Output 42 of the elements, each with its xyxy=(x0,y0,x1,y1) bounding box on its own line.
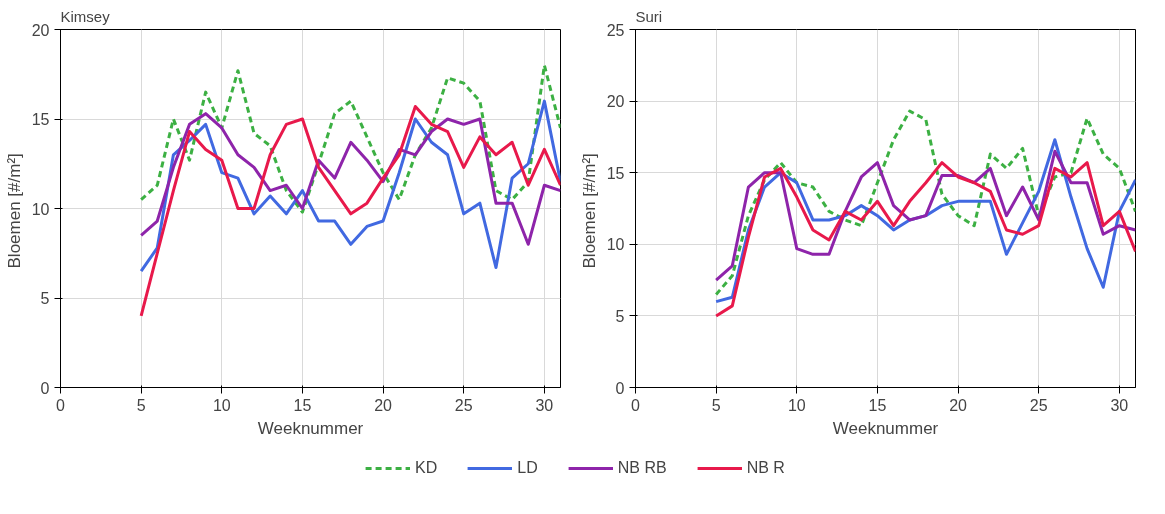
x-tick-label: 10 xyxy=(787,396,806,414)
y-tick-label: 20 xyxy=(31,21,50,39)
y-tick-label: 20 xyxy=(606,93,625,111)
legend-label: NB R xyxy=(746,458,785,477)
line-series xyxy=(714,161,1136,318)
line-series xyxy=(714,109,1136,296)
legend-label: LD xyxy=(517,458,538,477)
x-tick-label: 5 xyxy=(711,396,721,414)
x-axis-title: Weeknummer xyxy=(832,418,939,438)
x-axis-title: Weeknummer xyxy=(257,418,364,438)
x-tick-label: 30 xyxy=(1110,396,1129,414)
x-tick-label: 30 xyxy=(535,396,554,414)
x-tick-label: 20 xyxy=(374,396,393,414)
line-series xyxy=(139,112,561,246)
y-tick-label: 0 xyxy=(40,379,50,397)
x-tick-label: 15 xyxy=(293,396,312,414)
x-tick-label: 5 xyxy=(136,396,146,414)
y-tick-label: 10 xyxy=(31,200,50,218)
x-tick-label: 10 xyxy=(212,396,231,414)
x-tick-label: 20 xyxy=(949,396,968,414)
y-axis-title: Bloemen [#/m²] xyxy=(4,153,24,269)
y-tick-label: 15 xyxy=(31,111,50,128)
chart-title: Kimsey xyxy=(60,7,111,25)
x-tick-label: 25 xyxy=(1029,396,1048,414)
chart-title: Suri xyxy=(635,7,663,25)
y-tick-label: 25 xyxy=(606,21,625,39)
line-series xyxy=(139,104,561,318)
x-tick-label: 25 xyxy=(454,396,473,414)
line-series xyxy=(139,63,561,214)
x-tick-label: 0 xyxy=(56,396,66,414)
y-tick-label: 5 xyxy=(40,290,50,307)
y-tick-label: 15 xyxy=(606,164,625,182)
x-tick-label: 15 xyxy=(868,396,887,414)
y-tick-label: 0 xyxy=(615,379,625,397)
y-tick-label: 10 xyxy=(606,236,625,254)
line-series xyxy=(714,149,1136,282)
y-tick-label: 5 xyxy=(615,307,625,325)
x-tick-label: 0 xyxy=(631,396,641,414)
legend-label: KD xyxy=(415,458,438,477)
line-series xyxy=(139,99,561,273)
y-axis-title: Bloemen [#/m²] xyxy=(579,153,599,269)
legend-label: NB RB xyxy=(617,458,667,477)
